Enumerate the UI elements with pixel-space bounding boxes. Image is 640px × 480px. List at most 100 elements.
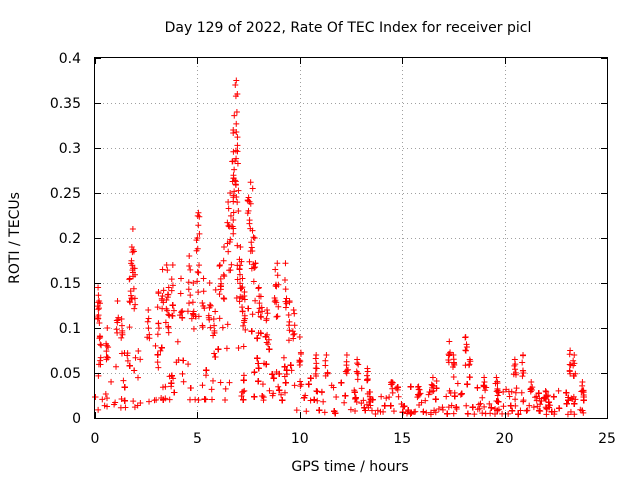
data-point xyxy=(505,410,512,417)
data-point xyxy=(330,384,337,391)
data-point xyxy=(217,286,224,293)
data-point xyxy=(364,377,371,384)
data-point xyxy=(265,341,272,348)
data-point xyxy=(479,410,486,417)
data-point xyxy=(132,354,139,361)
data-point xyxy=(296,334,303,340)
data-point xyxy=(244,197,251,204)
data-point xyxy=(303,408,310,415)
data-point xyxy=(179,308,186,315)
data-point xyxy=(247,179,254,186)
data-point xyxy=(493,374,500,381)
data-point xyxy=(192,396,199,403)
data-point xyxy=(528,379,535,385)
data-point xyxy=(290,307,297,313)
data-point xyxy=(236,271,243,278)
data-point xyxy=(101,402,108,409)
data-point xyxy=(124,357,131,364)
data-point xyxy=(447,349,454,356)
data-point xyxy=(113,326,120,333)
data-point xyxy=(427,411,434,418)
data-point xyxy=(482,387,489,394)
data-point xyxy=(278,391,285,398)
data-point xyxy=(372,410,379,417)
data-point xyxy=(508,388,515,395)
grid-lines xyxy=(95,58,607,418)
data-point xyxy=(131,367,138,374)
data-point xyxy=(474,384,481,391)
data-point xyxy=(189,299,196,306)
data-point xyxy=(388,381,395,388)
data-point xyxy=(234,142,241,149)
data-point xyxy=(185,279,192,286)
data-point xyxy=(543,411,550,418)
data-point xyxy=(533,393,540,400)
data-point xyxy=(358,385,365,392)
data-point xyxy=(255,285,262,292)
data-point xyxy=(481,382,488,389)
data-point xyxy=(354,370,361,377)
data-point xyxy=(425,391,432,398)
data-point xyxy=(227,236,234,243)
data-point xyxy=(448,402,455,409)
data-point xyxy=(270,375,277,382)
y-tick-label: 0.1 xyxy=(59,321,81,337)
data-point xyxy=(351,389,358,396)
data-point xyxy=(520,352,527,359)
data-point xyxy=(95,312,102,319)
data-point xyxy=(119,331,126,338)
data-point xyxy=(494,385,501,392)
data-point xyxy=(494,380,501,387)
data-point xyxy=(95,305,102,312)
data-point xyxy=(352,394,359,401)
data-point xyxy=(130,285,137,292)
data-point xyxy=(234,199,241,206)
data-point xyxy=(519,367,526,374)
data-point xyxy=(415,392,422,399)
data-point xyxy=(568,395,575,402)
data-point xyxy=(221,244,228,250)
data-point xyxy=(520,398,527,405)
data-point xyxy=(313,365,320,372)
data-point xyxy=(451,362,458,369)
data-point xyxy=(207,301,214,308)
data-point xyxy=(281,373,288,380)
y-tick-label: 0.3 xyxy=(59,141,81,157)
data-point xyxy=(216,315,223,322)
data-point xyxy=(245,305,252,312)
data-point xyxy=(523,407,530,414)
data-point xyxy=(254,355,261,362)
data-point xyxy=(249,185,256,192)
data-point xyxy=(153,396,160,403)
data-point xyxy=(190,308,197,315)
data-point xyxy=(247,200,254,207)
data-point xyxy=(266,346,273,353)
data-point xyxy=(154,304,161,311)
data-point xyxy=(195,222,202,229)
data-point xyxy=(282,286,289,293)
data-point xyxy=(383,395,390,402)
data-point xyxy=(364,375,371,382)
data-point xyxy=(225,199,232,205)
data-point xyxy=(212,353,219,360)
data-point xyxy=(297,378,304,385)
data-point xyxy=(269,392,276,399)
data-point xyxy=(234,148,241,155)
data-point xyxy=(206,280,213,286)
data-point xyxy=(154,359,161,366)
data-point xyxy=(163,262,170,268)
data-point xyxy=(263,361,270,368)
plot-frame xyxy=(94,57,608,419)
data-point xyxy=(242,326,249,333)
data-point xyxy=(217,379,224,386)
data-point xyxy=(257,313,264,320)
data-point xyxy=(275,303,282,310)
data-point xyxy=(132,301,139,308)
y-tick-labels: 00.050.10.150.20.250.30.350.4 xyxy=(50,51,81,427)
data-point xyxy=(155,320,162,327)
data-point xyxy=(287,362,294,369)
data-point xyxy=(264,307,271,313)
data-point xyxy=(196,230,203,237)
data-point xyxy=(165,284,172,291)
data-point xyxy=(232,178,239,185)
